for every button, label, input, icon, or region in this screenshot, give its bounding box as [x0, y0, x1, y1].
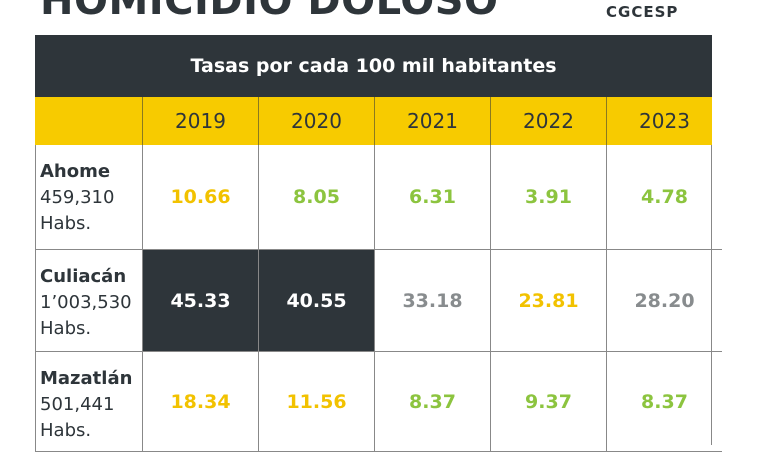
rate-cell: 8.37: [606, 352, 722, 452]
title: HOMICIDIO DOLOSO: [40, 0, 499, 24]
row-unit: Habs.: [40, 420, 92, 441]
row-unit: Habs.: [40, 213, 92, 234]
rate-cell: 18.34: [142, 352, 258, 452]
rate-cell: 4.78: [606, 145, 722, 250]
row-name: Ahome: [40, 161, 111, 182]
rate-cell: 23.81: [490, 250, 606, 352]
year-header: 2021: [374, 97, 490, 145]
year-header: 2019: [142, 97, 258, 145]
rate-cell: 9.37: [490, 352, 606, 452]
row-unit: Habs.: [40, 318, 92, 339]
table-edge: [711, 145, 712, 445]
table-caption: Tasas por cada 100 mil habitantes: [35, 35, 712, 97]
logo: CGCESP: [606, 3, 679, 21]
rate-cell: 33.18: [374, 250, 490, 352]
rate-cell: 10.66: [142, 145, 258, 250]
row-label: Culiacán 1’003,530 Habs.: [35, 250, 142, 352]
rate-cell: 28.20: [606, 250, 722, 352]
rate-cell: 40.55: [258, 250, 374, 352]
year-header: 2023: [606, 97, 722, 145]
year-header-row: [35, 97, 712, 145]
row-label: Ahome 459,310 Habs.: [35, 145, 142, 250]
rate-cell: 11.56: [258, 352, 374, 452]
rate-cell: 8.05: [258, 145, 374, 250]
year-header: 2020: [258, 97, 374, 145]
row-population: 1’003,530: [40, 292, 132, 313]
row-population: 459,310: [40, 187, 115, 208]
rate-cell: 8.37: [374, 352, 490, 452]
year-header: 2022: [490, 97, 606, 145]
row-population: 501,441: [40, 394, 115, 415]
row-name: Culiacán: [40, 266, 127, 287]
rate-cell: 3.91: [490, 145, 606, 250]
page: {"header": {"title": "HOMICIDIO DOLOSO",…: [35, 0, 722, 452]
row-name: Mazatlán: [40, 368, 133, 389]
row-label: Mazatlán 501,441 Habs.: [35, 352, 142, 452]
rate-cell: 45.33: [142, 250, 258, 352]
rate-cell: 6.31: [374, 145, 490, 250]
